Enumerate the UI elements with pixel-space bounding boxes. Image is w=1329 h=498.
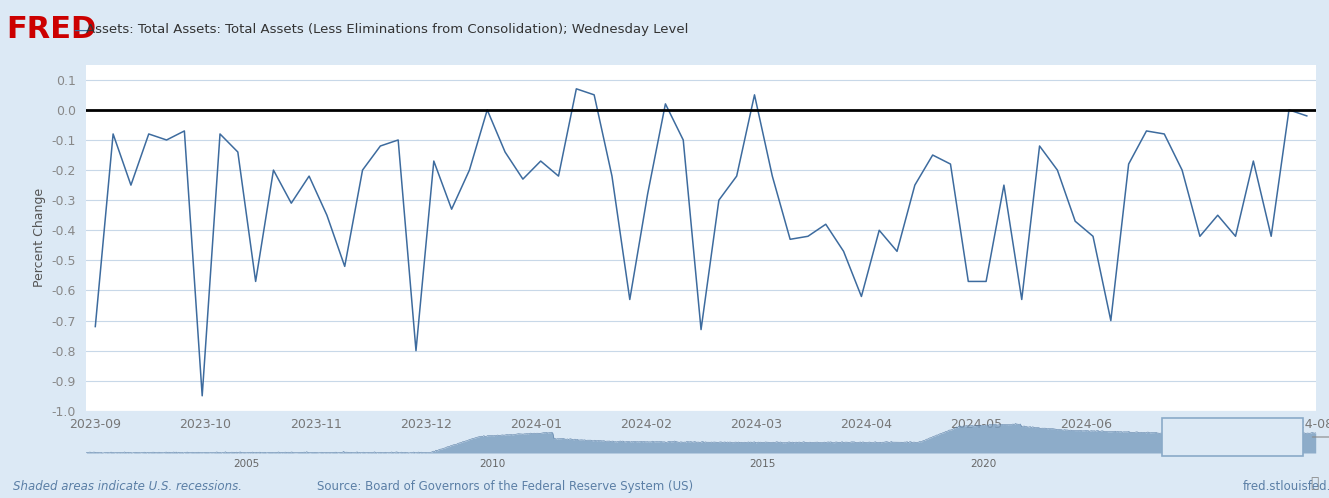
FancyBboxPatch shape [1162,418,1304,456]
Text: 2015: 2015 [750,459,776,469]
Text: fred.stlouisfed.org: fred.stlouisfed.org [1243,480,1329,493]
Text: 2020: 2020 [970,459,997,469]
Text: Shaded areas indicate U.S. recessions.: Shaded areas indicate U.S. recessions. [13,480,242,493]
Text: 2005: 2005 [233,459,259,469]
Text: —: — [73,22,88,37]
Text: 2010: 2010 [478,459,505,469]
Text: Source: Board of Governors of the Federal Reserve System (US): Source: Board of Governors of the Federa… [316,480,694,493]
Text: FRED: FRED [7,15,97,44]
Y-axis label: Percent Change: Percent Change [33,188,47,287]
Text: ⛶: ⛶ [1310,477,1318,491]
Text: Assets: Total Assets: Total Assets (Less Eliminations from Consolidation); Wedne: Assets: Total Assets: Total Assets (Less… [86,23,688,36]
